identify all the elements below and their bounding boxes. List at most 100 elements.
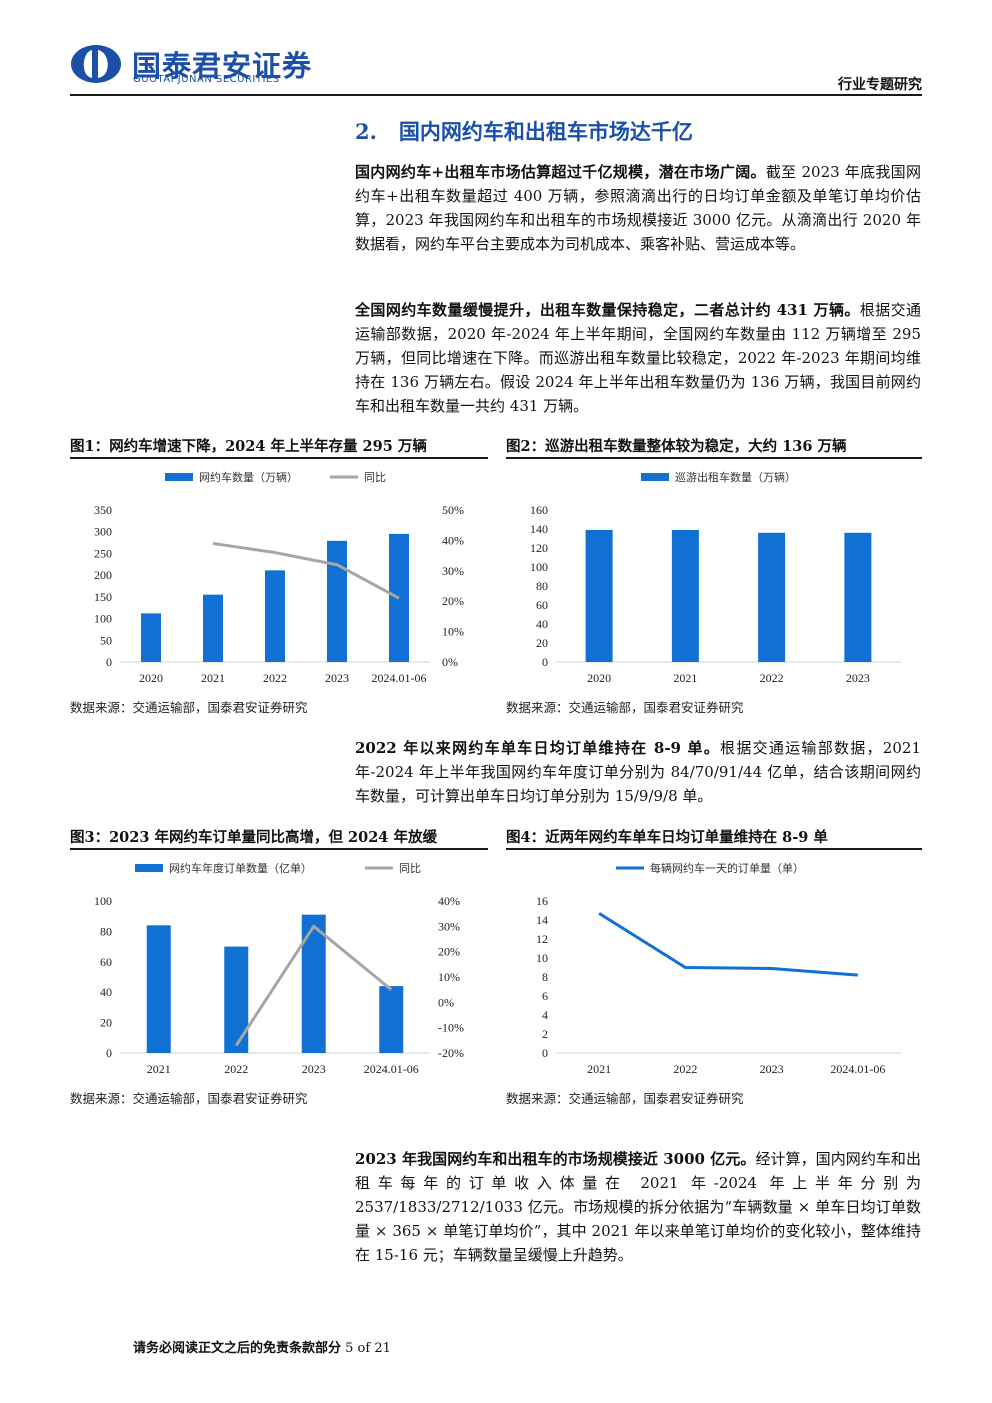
x-tick-label: 2021: [147, 1062, 171, 1076]
bar: [203, 594, 223, 662]
header-rule: [70, 94, 922, 96]
y-tick-label: 6: [542, 989, 548, 1003]
paragraph-daily-orders: 2022 年以来网约车单车日均订单维持在 8-9 单。根据交通运输部数据，202…: [355, 736, 921, 808]
y-tick-label: 150: [94, 590, 112, 604]
x-tick-label: 2022: [263, 671, 287, 685]
paragraph-market-3000: 2023 年我国网约车和出租车的市场规模接近 3000 亿元。经计算，国内网约车…: [355, 1147, 921, 1267]
bar: [844, 532, 872, 662]
figure-3-title: 图3：2023 年网约车订单量同比高增，但 2024 年放缓: [70, 829, 437, 846]
bar: [585, 529, 613, 662]
brand-logo: [70, 44, 122, 84]
x-tick-label: 2023: [760, 1062, 784, 1076]
bar: [758, 532, 786, 662]
y2-tick-label: -10%: [438, 1021, 464, 1035]
bar: [301, 914, 326, 1053]
figure-1-source: 数据来源：交通运输部，国泰君安证券研究: [70, 700, 308, 715]
y-tick-label: 12: [536, 932, 548, 946]
bar: [224, 946, 249, 1053]
y-tick-label: 60: [100, 955, 112, 969]
x-tick-label: 2023: [325, 671, 349, 685]
chart-fig2: 巡游出租车数量（万辆） 0 20 40 60 80 100 120 140 160 2020 2021…: [530, 470, 901, 685]
x-tick-label: 2024.01-06: [364, 1062, 419, 1076]
legend-label: 同比: [399, 862, 421, 875]
legend-label: 同比: [364, 471, 386, 484]
y2-tick-label: 30%: [438, 919, 460, 933]
page-number: 5 of 21: [345, 1341, 391, 1356]
y-tick-label: 300: [94, 525, 112, 539]
y-tick-label: 100: [94, 612, 112, 626]
y2-tick-label: 10%: [442, 625, 464, 639]
x-tick-label: 2024.01-06: [830, 1062, 885, 1076]
paragraph-lead: 国内网约车+出租车市场估算超过千亿规模，潜在市场广阔。: [355, 163, 766, 181]
logo-mark-icon: [71, 45, 121, 83]
y-tick-label: 8: [542, 970, 548, 984]
figure-4-rule: [506, 848, 922, 850]
y2-tick-label: -20%: [438, 1046, 464, 1060]
y-tick-label: 40: [536, 617, 548, 631]
figure-3-rule: [70, 848, 488, 850]
y-tick-label: 20: [100, 1016, 112, 1030]
y2-tick-label: 10%: [438, 970, 460, 984]
y2-tick-label: 40%: [438, 894, 460, 908]
chart-fig4: 每辆网约车一天的订单量（单） 0 2 4 6 8 10 12 14 16 2021 2022 2023 2…: [536, 861, 901, 1076]
x-tick-label: 2022: [224, 1062, 248, 1076]
figure-2-title: 图2：巡游出租车数量整体较为稳定，大约 136 万辆: [506, 438, 847, 455]
y-tick-label: 350: [94, 503, 112, 517]
legend-bar-swatch: [165, 473, 193, 481]
y2-tick-label: 20%: [438, 945, 460, 959]
x-tick-label: 2023: [302, 1062, 326, 1076]
y-tick-label: 100: [94, 894, 112, 908]
report-type: 行业专题研究: [838, 77, 922, 93]
footer: 请务必阅读正文之后的免责条款部分 5 of 21: [133, 1337, 391, 1356]
bar: [671, 529, 699, 662]
y-tick-label: 10: [536, 951, 548, 965]
figure-4-source: 数据来源：交通运输部，国泰君安证券研究: [506, 1091, 744, 1106]
series-line: [234, 924, 393, 1047]
y2-tick-label: 30%: [442, 564, 464, 578]
y-tick-label: 4: [542, 1008, 548, 1022]
y-tick-label: 160: [530, 503, 548, 517]
paragraph-lead: 2022 年以来网约车单车日均订单维持在 8-9 单。: [355, 739, 721, 757]
bar: [146, 925, 171, 1053]
bar: [265, 570, 285, 662]
section-title: 2. 国内网约车和出租车市场达千亿: [355, 119, 693, 144]
figure-2-rule: [506, 457, 922, 459]
figure-3-source: 数据来源：交通运输部，国泰君安证券研究: [70, 1091, 308, 1106]
paragraph-lead: 2023 年我国网约车和出租车的市场规模接近 3000 亿元。: [355, 1150, 756, 1168]
y-tick-label: 100: [530, 560, 548, 574]
y2-tick-label: 0%: [438, 995, 454, 1009]
paragraph-body: 截至 2023 年底我国网约车+出租车数量超过 400 万辆，参照滴滴出行的日均…: [355, 163, 921, 253]
y-tick-label: 14: [536, 913, 548, 927]
y-tick-label: 16: [536, 894, 548, 908]
y-tick-label: 40: [100, 985, 112, 999]
x-tick-label: 2022: [760, 671, 784, 685]
legend-label: 网约车年度订单数量（亿单）: [169, 861, 312, 875]
brand-name-en: GUOTAI JUNAN SECURITIES: [133, 74, 280, 85]
y2-tick-label: 0%: [442, 655, 458, 669]
figure-1-title: 图1：网约车增速下降，2024 年上半年存量 295 万辆: [70, 438, 427, 455]
y-tick-label: 80: [100, 924, 112, 938]
figure-1-rule: [70, 457, 488, 459]
series-line: [598, 912, 858, 977]
y-tick-label: 200: [94, 568, 112, 582]
x-tick-label: 2021: [587, 1062, 611, 1076]
x-tick-label: 2021: [201, 671, 225, 685]
chart-fig1: 网约车数量（万辆） 同比 0 50 100 150 200 250 300 350 0% 10% 20%…: [94, 470, 464, 685]
paragraph-body: 经计算，国内网约车和出租车每年的订单收入体量在 2021 年-2024 年上半年…: [355, 1150, 921, 1264]
y-tick-label: 60: [536, 598, 548, 612]
paragraph-vehicle-count: 全国网约车数量缓慢提升，出租车数量保持稳定，二者总计约 431 万辆。根据交通运…: [355, 298, 921, 418]
brand-name-cn: 国泰君安证券: [132, 49, 313, 83]
x-tick-label: 2024.01-06: [372, 671, 427, 685]
chart-fig3: 网约车年度订单数量（亿单） 同比 0 20 40 60 80 100 -20% -10% 0% 10%…: [94, 861, 464, 1076]
y-tick-label: 0: [106, 1046, 112, 1060]
bar: [327, 540, 347, 662]
x-tick-label: 2021: [673, 671, 697, 685]
y-tick-label: 0: [542, 655, 548, 669]
legend-bar-swatch: [641, 473, 669, 481]
series-line: [212, 541, 400, 600]
paragraph-market-size: 国内网约车+出租车市场估算超过千亿规模，潜在市场广阔。截至 2023 年底我国网…: [355, 160, 921, 256]
bar: [379, 986, 404, 1053]
y-tick-label: 50: [100, 633, 112, 647]
x-tick-label: 2020: [587, 671, 611, 685]
legend-label: 网约车数量（万辆）: [199, 470, 298, 484]
